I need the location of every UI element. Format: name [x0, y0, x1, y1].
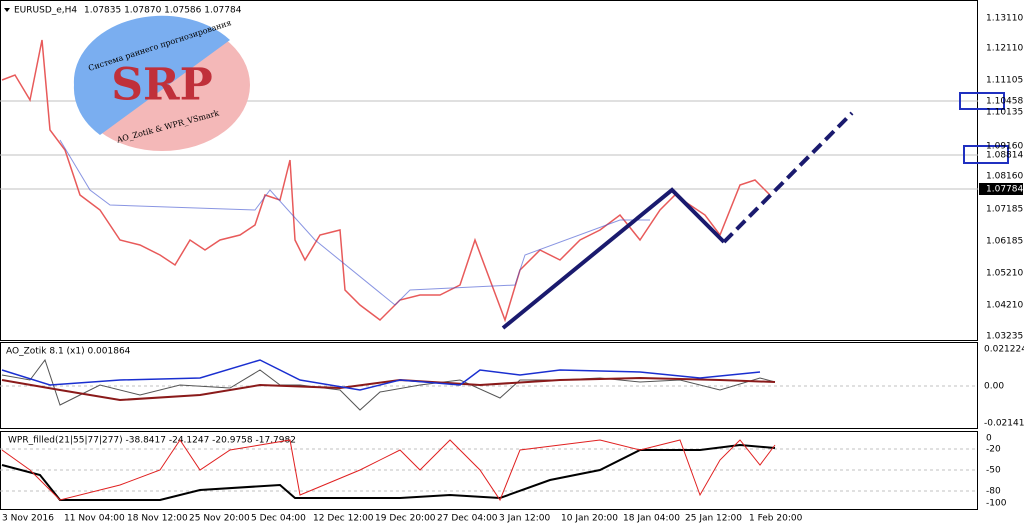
price-label: 1.07185	[986, 205, 1023, 215]
ao-label: AO_Zotik 8.1 (x1) 0.001864	[6, 347, 131, 357]
boxed-level	[963, 145, 1009, 164]
wpr-axis-label: -20	[986, 445, 1001, 455]
price-line-up	[59, 139, 650, 306]
price-label: 1.13110	[986, 14, 1023, 24]
time-label: 3 Nov 2016	[2, 514, 54, 524]
time-label: 5 Dec 04:00	[251, 514, 306, 524]
wpr-axis-label: -80	[986, 487, 1001, 497]
time-label: 1 Feb 20:00	[749, 514, 803, 524]
price-line	[1, 39, 771, 323]
wpr-axis-label: -100	[986, 499, 1007, 509]
price-label: 1.05210	[986, 269, 1023, 279]
ao-blue	[1, 359, 761, 391]
time-label: 18 Jan 04:00	[623, 514, 680, 524]
time-label: 12 Dec 12:00	[313, 514, 374, 524]
wpr-label: WPR_filled(21|55|77|277) -38.8417 -24.12…	[8, 436, 296, 446]
price-label: 1.11105	[986, 76, 1023, 86]
wpr-long	[1, 443, 776, 501]
levels	[0, 100, 978, 492]
time-label: 18 Nov 12:00	[127, 514, 188, 524]
wpr-axis-label: 0	[986, 434, 992, 444]
drawn-pattern	[501, 111, 854, 330]
current-price-box	[979, 183, 1023, 195]
price-label: 1.08160	[986, 172, 1023, 182]
price-label: 1.09160	[986, 142, 1023, 152]
ao-signal	[1, 376, 776, 402]
time-label: 25 Jan 12:00	[685, 514, 742, 524]
logo: SRP Система раннего прогнозирования AO_Z…	[73, 15, 250, 151]
current-price: 1.07784	[986, 185, 1023, 195]
wpr-fast	[1, 439, 776, 502]
time-label: 19 Dec 20:00	[375, 514, 436, 524]
main-frame	[0, 0, 978, 341]
menu-arrow[interactable]	[4, 8, 10, 12]
price-label: 1.04210	[986, 301, 1023, 311]
ao-axis-label: -0.021413	[984, 419, 1024, 429]
ao-axis-label: 0.00	[984, 382, 1004, 392]
quote: 1.07835 1.07870 1.07586 1.07784	[84, 6, 242, 16]
price-label: 1.06185	[986, 237, 1023, 247]
logo-title: SRP	[111, 60, 212, 111]
price-label: 1.10135	[986, 108, 1023, 118]
symbol: EURUSD_e,H4	[14, 6, 77, 16]
logo-blue	[73, 15, 231, 136]
boxed-level	[959, 92, 1005, 110]
price-label: 1.12110	[986, 44, 1023, 54]
time-label: 11 Nov 04:00	[64, 514, 125, 524]
time-label: 25 Nov 20:00	[189, 514, 250, 524]
price-label: 1.03235	[986, 332, 1023, 342]
forecast-line	[722, 111, 854, 244]
boxed-price: 1.08814	[986, 151, 1023, 161]
time-label: 27 Dec 04:00	[437, 514, 498, 524]
trend-zigzag	[501, 187, 726, 330]
time-label: 10 Jan 20:00	[561, 514, 618, 524]
ao-axis-label: 0.021224	[984, 345, 1024, 355]
boxed-price: 1.10458	[986, 97, 1023, 107]
wpr-axis-label: -50	[986, 466, 1001, 476]
time-label: 3 Jan 12:00	[499, 514, 551, 524]
